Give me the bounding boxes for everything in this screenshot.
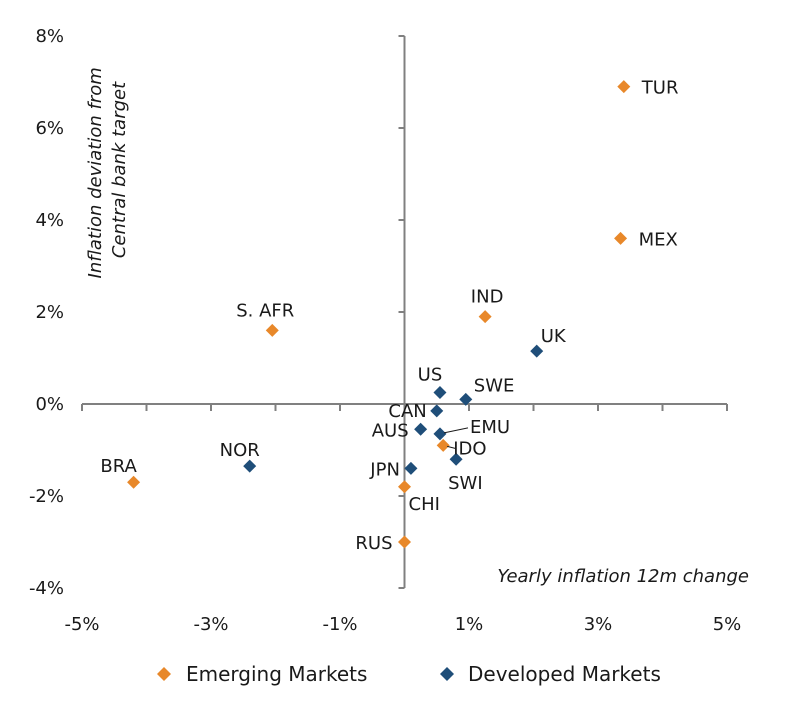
point-label-jpn: JPN	[369, 459, 400, 480]
point-label-chi: CHI	[409, 494, 440, 515]
point-jpn	[404, 461, 418, 475]
point-label-can: CAN	[388, 401, 426, 422]
point-tur	[617, 80, 631, 94]
point-label-safr: S. AFR	[236, 300, 294, 321]
point-uk	[530, 344, 544, 358]
x-tick-label: 5%	[713, 614, 742, 635]
leader-line-ido	[447, 445, 456, 449]
legend-marker-developed	[440, 667, 454, 681]
point-label-emu: EMU	[470, 417, 510, 438]
x-tick-label: -5%	[64, 614, 99, 635]
point-label-nor: NOR	[220, 440, 260, 461]
point-label-swi: SWI	[448, 473, 483, 494]
y-tick-label: 2%	[35, 302, 64, 323]
point-us	[433, 386, 447, 399]
titles-layer: Yearly inflation 12m change Inflation de…	[85, 62, 749, 587]
point-ind	[478, 310, 492, 324]
point-rus	[398, 535, 411, 549]
legend-marker-emerging	[157, 667, 171, 681]
point-label-us: US	[418, 365, 443, 386]
point-label-aus: AUS	[372, 420, 409, 441]
x-tick-label: -1%	[322, 614, 357, 635]
point-label-rus: RUS	[355, 533, 392, 554]
point-emu	[433, 427, 447, 441]
y-tick-label: -2%	[29, 486, 64, 507]
labels-layer: TUR MEX IND S. AFR IDO BRA CHI RUS UK US SWE CANAUS…	[100, 78, 678, 554]
point-mex	[614, 231, 628, 245]
x-tick-label: -3%	[193, 614, 228, 635]
y-axis-title-line-1: Inflation deviation from	[85, 67, 106, 278]
legend: Emerging Markets Developed Markets	[157, 662, 661, 686]
point-label-uk: UK	[541, 326, 567, 347]
point-nor	[243, 459, 257, 473]
point-aus	[414, 422, 428, 436]
y-axis-title-line-2: Central bank target	[109, 81, 130, 258]
point-safr	[265, 323, 279, 337]
point-swi	[449, 452, 463, 466]
y-axis-title: Inflation deviation from Central bank ta…	[85, 62, 130, 279]
y-tick-label: 4%	[35, 210, 64, 231]
point-can	[430, 404, 444, 418]
point-label-swe: SWE	[474, 375, 515, 396]
points-layer	[127, 80, 631, 549]
legend-label-developed: Developed Markets	[468, 662, 661, 686]
point-label-tur: TUR	[641, 78, 679, 99]
legend-label-emerging: Emerging Markets	[186, 662, 367, 686]
x-tick-label: 1%	[455, 614, 484, 635]
y-tick-label: 8%	[35, 26, 64, 47]
leader-line-emu	[443, 427, 469, 434]
y-tick-label: 6%	[35, 118, 64, 139]
point-label-ido: IDO	[453, 438, 486, 459]
point-chi	[398, 480, 411, 494]
point-swe	[459, 392, 473, 406]
point-label-ind: IND	[471, 287, 504, 308]
point-ido	[436, 438, 450, 452]
x-axis-title: Yearly inflation 12m change	[497, 566, 749, 587]
axes-layer: -4% -2% 0% 2% 4% 6% 8% -5% -3% -1% 1% 3% 5%	[29, 26, 741, 635]
point-label-mex: MEX	[639, 229, 678, 250]
y-tick-label: -4%	[29, 578, 64, 599]
point-bra	[127, 475, 141, 489]
point-label-bra: BRA	[100, 456, 137, 477]
x-tick-label: 3%	[584, 614, 613, 635]
y-tick-label: 0%	[35, 394, 64, 415]
